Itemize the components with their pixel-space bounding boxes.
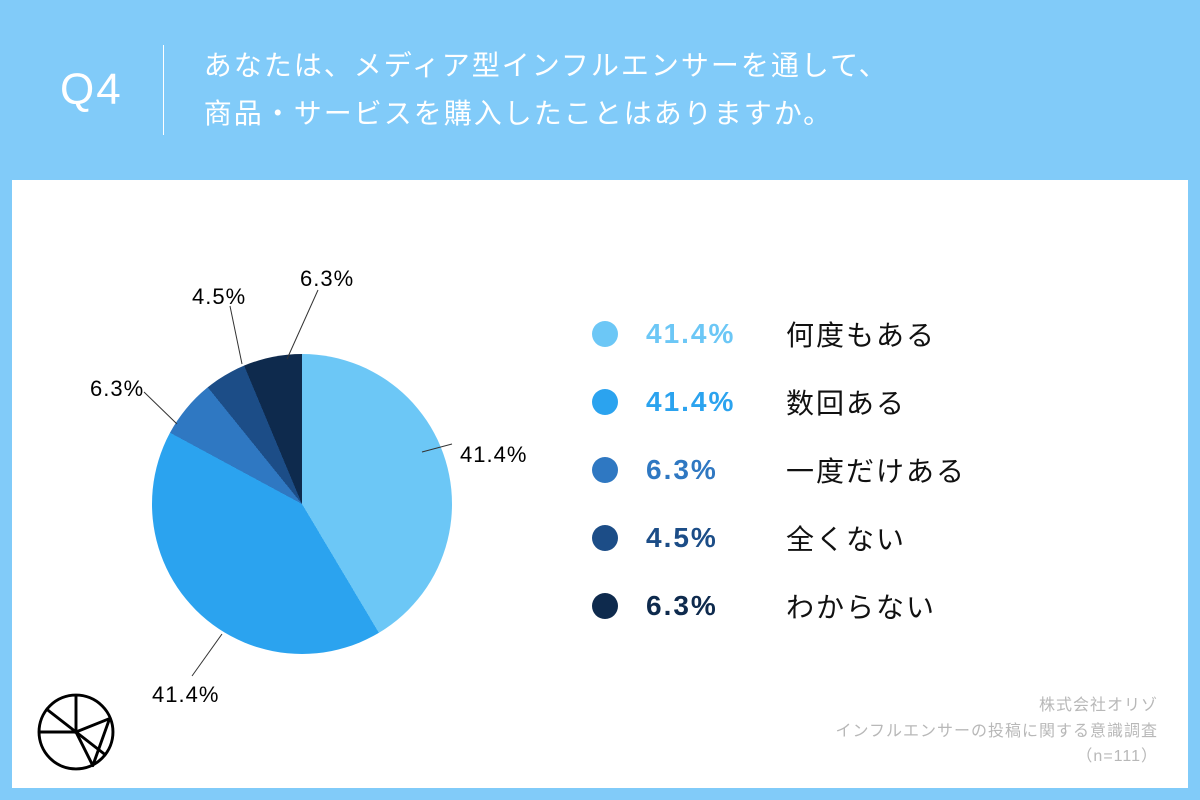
pie-slice-label: 6.3% (90, 376, 144, 402)
pie-slice-label: 41.4% (460, 442, 527, 468)
legend-color-dot (592, 525, 618, 551)
legend-row: 6.3%一度だけある (592, 450, 1148, 490)
legend-label: わからない (786, 586, 936, 626)
brand-logo-icon (34, 690, 118, 774)
legend-row: 6.3%わからない (592, 586, 1148, 626)
legend-percent: 6.3% (646, 454, 786, 486)
question-line-2: 商品・サービスを購入したことはありますか。 (204, 98, 833, 129)
legend-row: 41.4%何度もある (592, 314, 1148, 354)
pie-slice-label: 41.4% (152, 682, 219, 708)
question-line-1: あなたは、メディア型インフルエンサーを通して、 (204, 50, 889, 81)
legend-label: 全くない (786, 518, 906, 558)
content-panel: 41.4%41.4%6.3%4.5%6.3% 41.4%何度もある41.4%数回… (12, 180, 1188, 788)
legend-percent: 6.3% (646, 590, 786, 622)
legend-color-dot (592, 457, 618, 483)
pie-slice-label: 6.3% (300, 266, 354, 292)
legend-percent: 4.5% (646, 522, 786, 554)
pie-slice-label: 4.5% (192, 284, 246, 310)
legend-label: 何度もある (786, 314, 936, 354)
footer-attribution: 株式会社オリゾ インフルエンサーの投稿に関する意識調査 （n=111） (835, 693, 1158, 770)
legend-percent: 41.4% (646, 386, 786, 418)
legend-row: 41.4%数回ある (592, 382, 1148, 422)
question-header: Q4 あなたは、メディア型インフルエンサーを通して、 商品・サービスを購入したこ… (0, 0, 1200, 180)
pie-chart (152, 354, 452, 654)
legend-label: 数回ある (786, 382, 906, 422)
legend-color-dot (592, 321, 618, 347)
footer-sample: （n=111） (835, 744, 1158, 770)
legend-percent: 41.4% (646, 318, 786, 350)
question-text: あなたは、メディア型インフルエンサーを通して、 商品・サービスを購入したことはあ… (164, 42, 889, 137)
legend-color-dot (592, 593, 618, 619)
legend: 41.4%何度もある41.4%数回ある6.3%一度だけある4.5%全くない6.3… (572, 314, 1188, 654)
legend-color-dot (592, 389, 618, 415)
legend-row: 4.5%全くない (592, 518, 1148, 558)
footer-company: 株式会社オリゾ (835, 693, 1158, 719)
pie-chart-wrap: 41.4% 41.4% 6.3% 4.5% 6.3% (12, 204, 572, 764)
legend-label: 一度だけある (786, 450, 966, 490)
question-number: Q4 (60, 65, 163, 115)
footer-survey-title: インフルエンサーの投稿に関する意識調査 (835, 719, 1158, 745)
